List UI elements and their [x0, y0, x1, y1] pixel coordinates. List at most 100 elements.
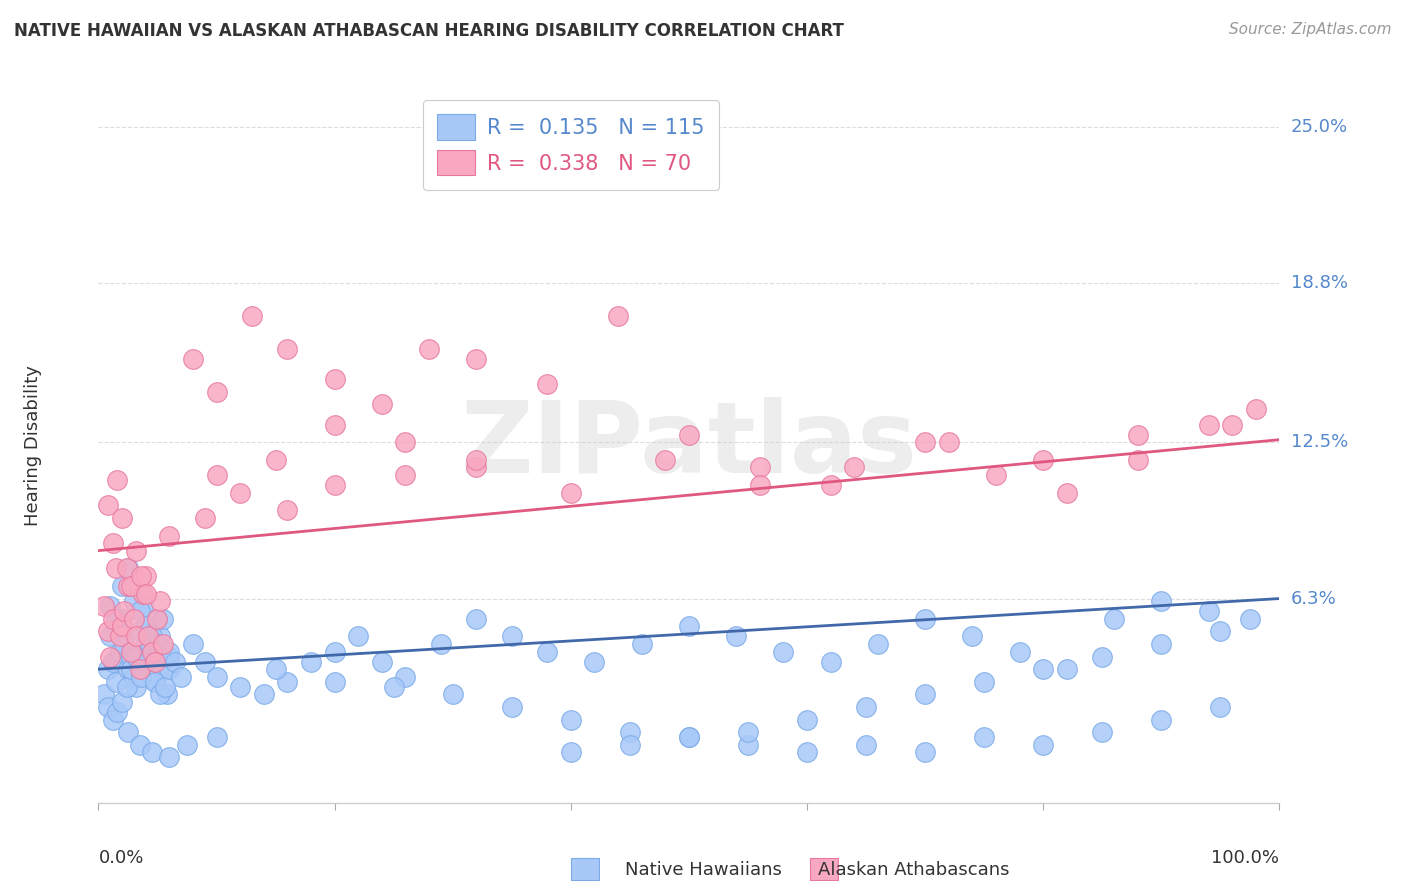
Point — [914, 745, 936, 759]
Point — [149, 629, 172, 643]
Point — [1056, 662, 1078, 676]
Point — [560, 745, 582, 759]
Point — [139, 637, 162, 651]
Point — [125, 543, 148, 558]
Point — [152, 662, 174, 676]
Point — [866, 637, 889, 651]
Point — [465, 612, 488, 626]
Point — [1102, 612, 1125, 626]
Point — [135, 655, 157, 669]
Point — [1032, 453, 1054, 467]
Point — [157, 649, 180, 664]
Point — [323, 674, 346, 689]
Point — [141, 644, 163, 658]
Point — [371, 397, 394, 411]
Point — [121, 649, 143, 664]
Point — [105, 561, 128, 575]
Point — [101, 655, 124, 669]
Point — [678, 619, 700, 633]
Text: Native Hawaiians: Native Hawaiians — [624, 861, 782, 879]
Point — [299, 655, 322, 669]
Point — [914, 435, 936, 450]
Point — [394, 435, 416, 450]
Point — [501, 629, 523, 643]
Point — [105, 473, 128, 487]
Point — [146, 637, 169, 651]
Point — [176, 738, 198, 752]
Point — [1150, 713, 1173, 727]
Point — [844, 460, 866, 475]
Point — [276, 342, 298, 356]
Point — [143, 674, 166, 689]
Point — [132, 599, 155, 614]
Point — [97, 624, 120, 639]
Point — [181, 351, 204, 366]
Point — [1209, 624, 1232, 639]
Point — [205, 384, 228, 399]
Point — [1198, 604, 1220, 618]
Point — [796, 745, 818, 759]
Point — [501, 700, 523, 714]
Point — [205, 731, 228, 745]
Point — [914, 687, 936, 701]
Point — [122, 612, 145, 626]
Point — [1032, 738, 1054, 752]
Point — [1239, 612, 1261, 626]
Point — [152, 637, 174, 651]
Point — [229, 485, 252, 500]
Point — [170, 670, 193, 684]
Point — [117, 662, 139, 676]
Point — [153, 680, 176, 694]
Point — [194, 511, 217, 525]
Point — [111, 612, 134, 626]
Point — [135, 569, 157, 583]
Point — [136, 629, 159, 643]
Point — [111, 619, 134, 633]
Point — [430, 637, 453, 651]
Text: 25.0%: 25.0% — [1291, 118, 1348, 136]
Point — [129, 670, 152, 684]
Point — [276, 674, 298, 689]
Point — [1056, 485, 1078, 500]
Text: Hearing Disability: Hearing Disability — [24, 366, 42, 526]
Point — [128, 624, 150, 639]
Point — [394, 670, 416, 684]
Point — [938, 435, 960, 450]
Point — [914, 612, 936, 626]
Point — [97, 498, 120, 512]
Text: 12.5%: 12.5% — [1291, 434, 1348, 451]
Point — [560, 485, 582, 500]
Point — [115, 680, 138, 694]
Point — [97, 662, 120, 676]
Point — [122, 670, 145, 684]
Point — [101, 713, 124, 727]
Point — [98, 629, 121, 643]
Point — [108, 644, 131, 658]
Point — [149, 594, 172, 608]
Point — [973, 674, 995, 689]
Point — [465, 351, 488, 366]
Point — [105, 674, 128, 689]
Point — [607, 309, 630, 323]
Text: NATIVE HAWAIIAN VS ALASKAN ATHABASCAN HEARING DISABILITY CORRELATION CHART: NATIVE HAWAIIAN VS ALASKAN ATHABASCAN HE… — [14, 22, 844, 40]
Point — [93, 687, 115, 701]
Point — [1209, 700, 1232, 714]
Point — [619, 725, 641, 739]
Point — [748, 460, 770, 475]
Point — [146, 612, 169, 626]
Point — [583, 655, 606, 669]
Point — [165, 655, 187, 669]
Text: 18.8%: 18.8% — [1291, 275, 1347, 293]
Point — [820, 655, 842, 669]
Point — [1198, 417, 1220, 432]
Point — [748, 478, 770, 492]
Point — [418, 342, 440, 356]
Point — [1008, 644, 1031, 658]
Point — [347, 629, 370, 643]
Point — [152, 612, 174, 626]
Point — [1091, 649, 1114, 664]
Point — [143, 674, 166, 689]
Point — [157, 644, 180, 658]
Point — [125, 649, 148, 664]
Point — [143, 655, 166, 669]
